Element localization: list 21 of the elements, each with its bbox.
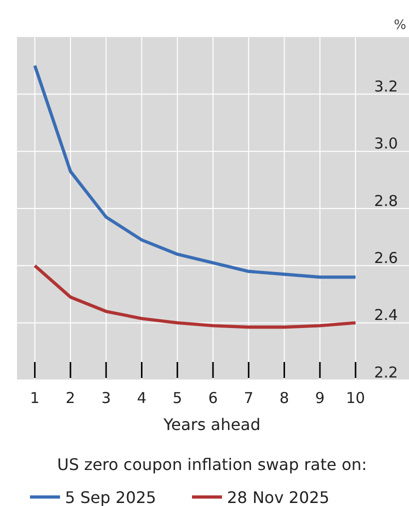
y-tick-label: 3.0 <box>374 134 398 153</box>
x-tick-label: 2 <box>66 389 76 407</box>
x-tick-label: 8 <box>280 389 290 407</box>
x-tick-label: 5 <box>172 389 182 407</box>
y-tick-label: 2.6 <box>374 248 398 267</box>
legend-title: US zero coupon inflation swap rate on: <box>57 455 367 474</box>
x-tick-label: 7 <box>244 389 254 407</box>
x-tick-label: 9 <box>315 389 325 407</box>
y-axis-title: % <box>394 18 406 33</box>
y-tick-label: 2.2 <box>374 363 398 382</box>
legend-label: 5 Sep 2025 <box>65 488 156 506</box>
x-axis-title: Years ahead <box>162 415 261 434</box>
legend-label: 28 Nov 2025 <box>227 488 330 506</box>
y-tick-label: 3.2 <box>374 77 398 96</box>
x-tick-label: 10 <box>346 389 366 407</box>
x-tick-label: 6 <box>208 389 218 407</box>
x-tick-label: 4 <box>136 389 146 407</box>
y-tick-label: 2.4 <box>374 306 398 324</box>
y-tick-label: 2.8 <box>374 192 398 210</box>
x-tick-label: 3 <box>101 389 111 407</box>
x-tick-label: 1 <box>30 389 40 407</box>
